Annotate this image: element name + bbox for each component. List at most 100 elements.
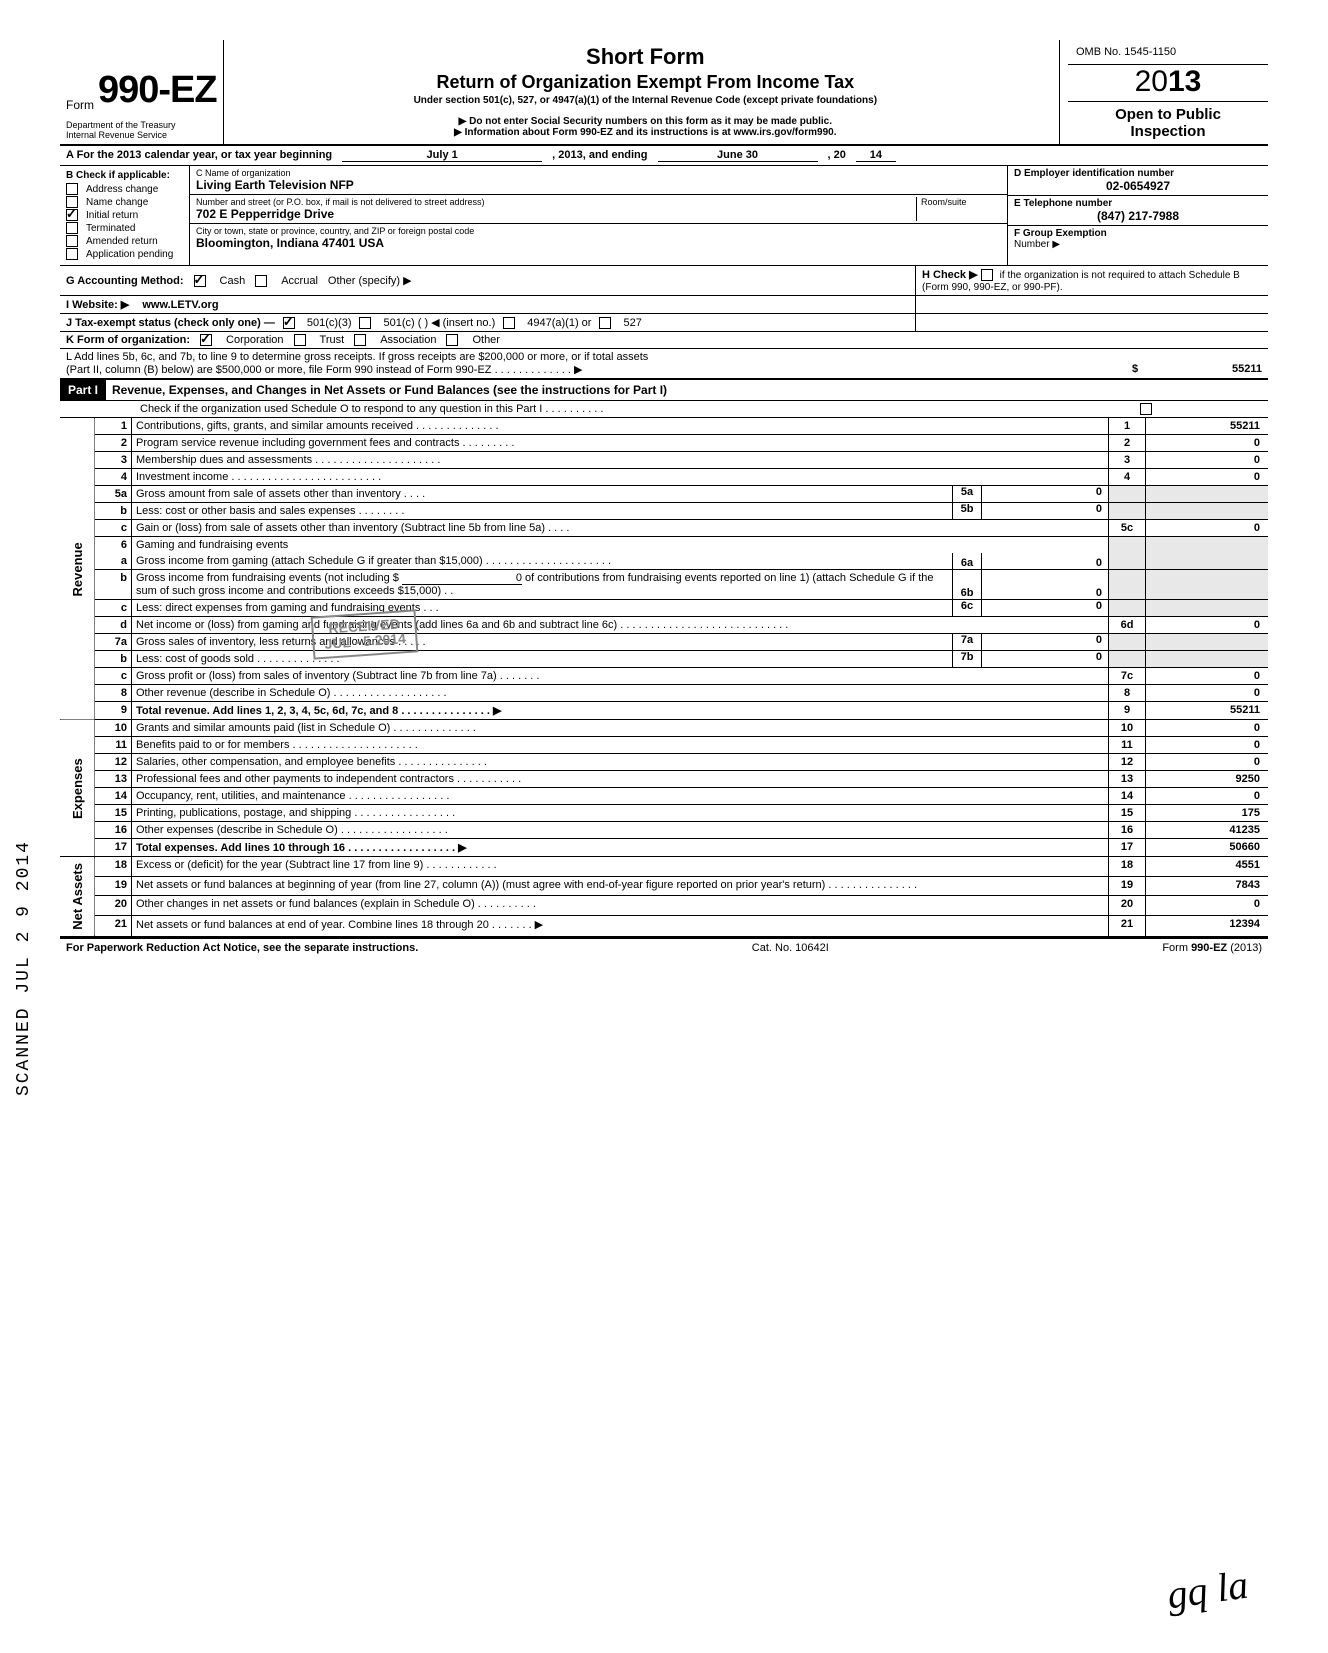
open-public-1: Open to Public xyxy=(1072,106,1264,123)
j-527-checkbox[interactable] xyxy=(599,317,611,329)
b-checkbox-0[interactable] xyxy=(66,183,78,195)
addr: 702 E Pepperridge Drive xyxy=(196,207,916,221)
f-label: F Group Exemption xyxy=(1014,228,1262,239)
b-checkbox-4[interactable] xyxy=(66,235,78,247)
schedo-checkbox[interactable] xyxy=(1140,403,1152,415)
line-7a: 7aGross sales of inventory, less returns… xyxy=(60,634,1268,651)
section-b: B Check if applicable: Address changeNam… xyxy=(60,166,190,265)
j-501c3: 501(c)(3) xyxy=(307,317,352,329)
accrual-label: Accrual xyxy=(281,275,318,287)
k-assoc: Association xyxy=(380,334,436,346)
part1-tag: Part I xyxy=(60,380,106,400)
form-header: Form 990-EZ Department of the Treasury I… xyxy=(60,40,1268,144)
row-g-h: G Accounting Method: Cash Accrual Other … xyxy=(60,266,1268,296)
j-501c3-checkbox[interactable] xyxy=(283,317,295,329)
k-corp-checkbox[interactable] xyxy=(200,334,212,346)
line-14: 14Occupancy, rent, utilities, and mainte… xyxy=(60,788,1268,805)
period-label: A For the 2013 calendar year, or tax yea… xyxy=(66,149,332,162)
line-10: Expenses 10Grants and similar amounts pa… xyxy=(60,720,1268,737)
title-block: Short Form Return of Organization Exempt… xyxy=(232,40,1060,144)
j-4947-checkbox[interactable] xyxy=(503,317,515,329)
subtitle: Under section 501(c), 527, or 4947(a)(1)… xyxy=(242,95,1049,106)
open-public-2: Inspection xyxy=(1072,123,1264,140)
row-l: L Add lines 5b, 6c, and 7b, to line 9 to… xyxy=(60,349,1268,380)
i-label: I Website: ▶ xyxy=(66,299,129,311)
line-21: 21Net assets or fund balances at end of … xyxy=(60,916,1268,937)
header-grid: B Check if applicable: Address changeNam… xyxy=(60,166,1268,266)
k-trust-checkbox[interactable] xyxy=(294,334,306,346)
b-checkbox-3[interactable] xyxy=(66,222,78,234)
b-check-3: Terminated xyxy=(66,222,183,234)
row-k: K Form of organization: Corporation Trus… xyxy=(60,332,1268,349)
period-row: A For the 2013 calendar year, or tax yea… xyxy=(60,144,1268,166)
ssn-notice: ▶ Do not enter Social Security numbers o… xyxy=(242,116,1049,127)
city-label: City or town, state or province, country… xyxy=(196,226,1001,236)
b-check-label-2: Initial return xyxy=(86,210,138,221)
period-end-month: June 30 xyxy=(658,149,818,162)
short-title: Short Form xyxy=(242,44,1049,70)
period-begin: July 1 xyxy=(342,149,542,162)
other-label: Other (specify) ▶ xyxy=(328,274,412,287)
b-checkbox-2[interactable] xyxy=(66,209,78,221)
f-label2: Number ▶ xyxy=(1014,239,1262,250)
line-2: 2Program service revenue including gover… xyxy=(60,435,1268,452)
g-label: G Accounting Method: xyxy=(66,275,184,287)
k-assoc-checkbox[interactable] xyxy=(354,334,366,346)
b-check-label-4: Amended return xyxy=(86,236,158,247)
line-7b: bLess: cost of goods sold . . . . . . . … xyxy=(60,651,1268,668)
line-9: 9Total revenue. Add lines 1, 2, 3, 4, 5c… xyxy=(60,702,1268,720)
e-label: E Telephone number xyxy=(1014,198,1262,209)
addr-label: Number and street (or P.O. box, if mail … xyxy=(196,197,916,207)
right-block: OMB No. 1545-1150 2013 Open to Public In… xyxy=(1068,40,1268,144)
j-501c-checkbox[interactable] xyxy=(359,317,371,329)
year-prefix: 20 xyxy=(1135,65,1168,98)
c-label: C Name of organization xyxy=(196,168,1001,178)
line-6: 6Gaming and fundraising events xyxy=(60,537,1268,554)
side-expenses: Expenses xyxy=(60,720,95,857)
b-check-label-1: Name change xyxy=(86,197,148,208)
dept-irs: Internal Revenue Service xyxy=(66,130,217,140)
b-check-4: Amended return xyxy=(66,235,183,247)
accrual-checkbox[interactable] xyxy=(255,275,267,287)
line-18: Net Assets 18Excess or (deficit) for the… xyxy=(60,857,1268,877)
period-end-year: 14 xyxy=(856,149,896,162)
footer-mid: Cat. No. 10642I xyxy=(752,942,829,954)
line-6b: bGross income from fundraising events (n… xyxy=(60,570,1268,600)
b-check-label-5: Application pending xyxy=(86,249,173,260)
omb-number: OMB No. 1545-1150 xyxy=(1068,40,1268,65)
cash-label: Cash xyxy=(220,275,246,287)
cash-checkbox[interactable] xyxy=(194,275,206,287)
b-label: B Check if applicable: xyxy=(66,170,183,181)
h-checkbox[interactable] xyxy=(981,269,993,281)
b-check-2: Initial return xyxy=(66,209,183,221)
line-19: 19Net assets or fund balances at beginni… xyxy=(60,876,1268,896)
j-527: 527 xyxy=(623,317,641,329)
j-4947: 4947(a)(1) or xyxy=(527,317,591,329)
website: www.LETV.org xyxy=(142,299,218,311)
line-15: 15Printing, publications, postage, and s… xyxy=(60,805,1268,822)
l-text2: (Part II, column (B) below) are $500,000… xyxy=(66,363,1132,376)
part1-header: Part I Revenue, Expenses, and Changes in… xyxy=(60,380,1268,401)
scanned-stamp: SCANNED JUL 2 9 2014 xyxy=(14,840,34,1096)
k-trust: Trust xyxy=(320,334,345,346)
line-8: 8Other revenue (describe in Schedule O) … xyxy=(60,685,1268,702)
period-mid: , 2013, and ending xyxy=(552,149,647,162)
b-checkbox-5[interactable] xyxy=(66,248,78,260)
section-c: C Name of organization Living Earth Tele… xyxy=(190,166,1008,265)
schedo-text: Check if the organization used Schedule … xyxy=(140,403,1140,415)
footer-right: Form 990-EZ (2013) xyxy=(1162,942,1262,954)
l-text1: L Add lines 5b, 6c, and 7b, to line 9 to… xyxy=(66,351,1262,363)
part1-schedo: Check if the organization used Schedule … xyxy=(60,401,1268,418)
line-6c: cLess: direct expenses from gaming and f… xyxy=(60,600,1268,617)
long-title: Return of Organization Exempt From Incom… xyxy=(242,72,1049,93)
line-12: 12Salaries, other compensation, and empl… xyxy=(60,754,1268,771)
k-other: Other xyxy=(472,334,500,346)
k-label: K Form of organization: xyxy=(66,334,190,346)
form-word: Form xyxy=(66,98,94,112)
line-16: 16Other expenses (describe in Schedule O… xyxy=(60,822,1268,839)
line-13: 13Professional fees and other payments t… xyxy=(60,771,1268,788)
k-other-checkbox[interactable] xyxy=(446,334,458,346)
form-id-block: Form 990-EZ xyxy=(60,40,224,116)
line-7c: cGross profit or (loss) from sales of in… xyxy=(60,668,1268,685)
h-label: H Check ▶ xyxy=(922,269,978,281)
